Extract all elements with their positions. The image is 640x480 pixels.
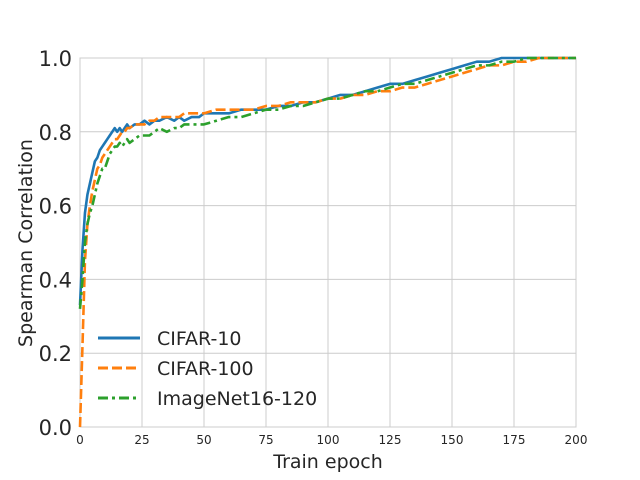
y-tick-label: 0.0 — [39, 416, 72, 440]
x-tick-label: 0 — [76, 433, 84, 447]
tick-labels: 0 25 50 75 100 125 150 175 200 0.0 0.2 0.4 0.6 0.8 1.0 — [39, 47, 588, 447]
series-line-cifar-100 — [78, 56, 576, 428]
x-tick-label: 100 — [317, 433, 340, 447]
y-tick-label: 1.0 — [39, 47, 72, 71]
series-line-imagenet16-120 — [78, 56, 576, 310]
x-tick-label: 125 — [379, 433, 402, 447]
x-tick-label: 50 — [196, 433, 211, 447]
plot-frame — [79, 57, 577, 428]
grid — [79, 57, 577, 428]
legend: CIFAR-10 CIFAR-100 ImageNet16-120 — [98, 328, 317, 410]
x-tick-label: 200 — [565, 433, 588, 447]
x-tick-label: 150 — [441, 433, 464, 447]
legend-label-cifar-100: CIFAR-100 — [157, 358, 254, 380]
x-tick-label: 25 — [134, 433, 149, 447]
y-tick-label: 0.8 — [39, 121, 72, 145]
y-tick-label: 0.6 — [39, 195, 72, 219]
series-line-cifar-10 — [78, 56, 576, 306]
x-axis-label: Train epoch — [272, 451, 383, 473]
series-layer — [78, 56, 576, 428]
x-tick-label: 75 — [258, 433, 273, 447]
y-axis-label: Spearman Correlation — [15, 139, 37, 347]
y-tick-label: 0.2 — [39, 342, 72, 366]
legend-label-imagenet16-120: ImageNet16-120 — [157, 388, 317, 410]
legend-label-cifar-10: CIFAR-10 — [157, 328, 242, 350]
x-tick-label: 175 — [503, 433, 526, 447]
y-tick-label: 0.4 — [39, 268, 72, 292]
